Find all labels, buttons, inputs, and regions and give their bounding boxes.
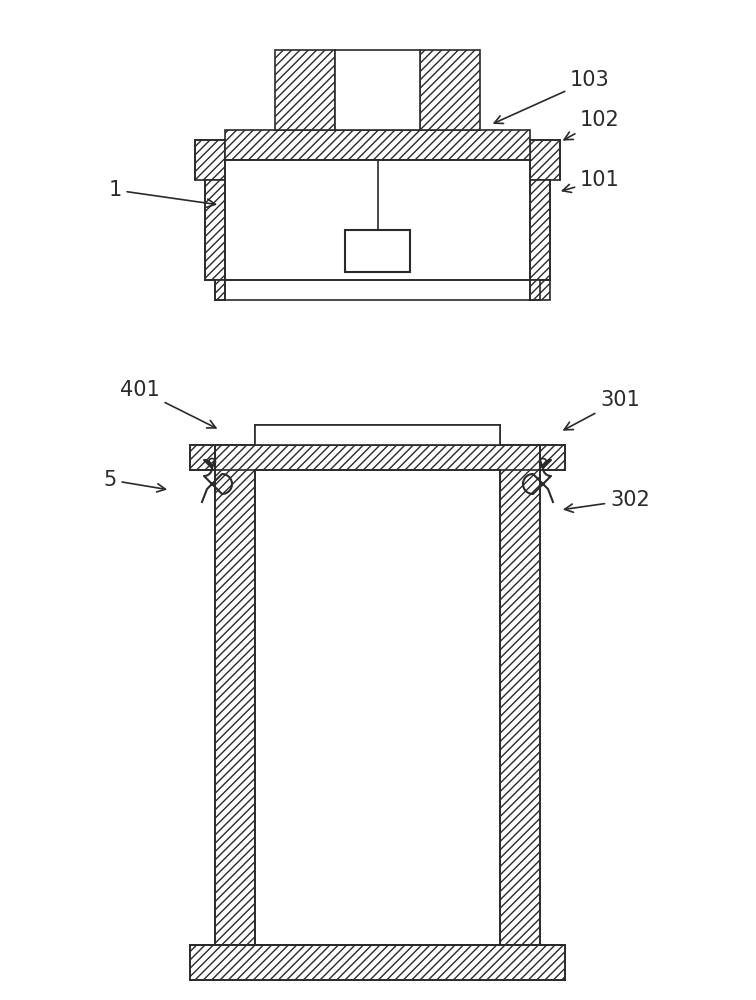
Bar	[215, 460, 255, 945]
Text: 101: 101	[562, 170, 620, 192]
Bar	[190, 445, 215, 470]
Bar	[345, 230, 410, 272]
Bar	[540, 445, 565, 470]
Text: 401: 401	[120, 380, 216, 428]
Text: 102: 102	[564, 110, 620, 140]
Bar	[225, 160, 530, 280]
Bar	[195, 140, 225, 180]
Bar	[500, 460, 540, 945]
Bar	[530, 180, 550, 280]
Text: 302: 302	[565, 490, 650, 512]
Text: 301: 301	[564, 390, 640, 430]
Bar	[215, 445, 540, 470]
Bar	[530, 140, 560, 180]
Bar	[275, 50, 335, 130]
Bar	[215, 280, 225, 300]
Bar	[205, 180, 225, 280]
Text: 5: 5	[104, 470, 166, 492]
Bar	[255, 460, 500, 945]
Bar	[190, 945, 565, 980]
Bar	[255, 425, 500, 445]
Text: 103: 103	[494, 70, 610, 123]
Text: 1: 1	[108, 180, 215, 207]
Bar	[225, 130, 530, 160]
Bar	[335, 50, 420, 130]
Bar	[255, 460, 500, 945]
Bar	[530, 280, 550, 300]
Bar	[420, 50, 480, 130]
